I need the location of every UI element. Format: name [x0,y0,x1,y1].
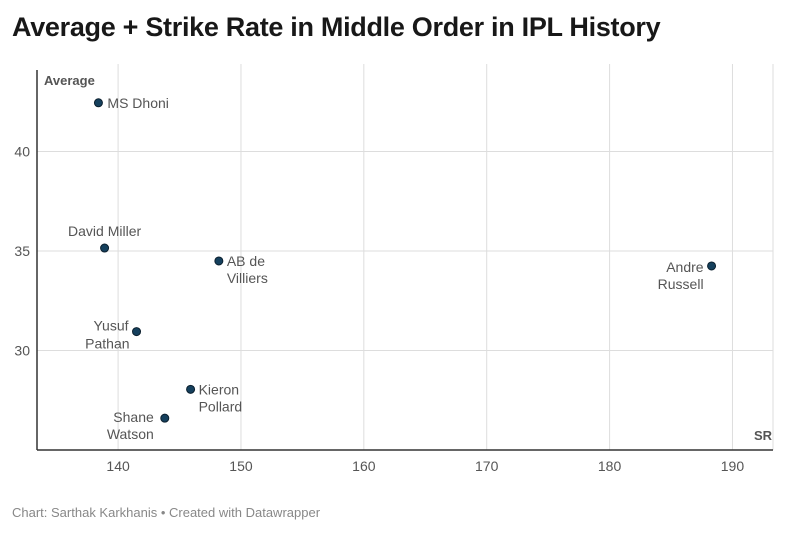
data-point [214,256,224,266]
data-label: Russell [658,276,704,292]
data-point [186,384,196,394]
data-label: Watson [107,426,154,442]
x-tick-label: 170 [475,458,499,474]
data-point [100,243,110,253]
x-tick-label: 190 [721,458,745,474]
data-label: MS Dhoni [107,95,168,111]
x-tick-label: 160 [352,458,376,474]
data-point [132,327,142,337]
y-tick-label: 40 [14,144,30,160]
chart-footer: Chart: Sarthak Karkhanis • Created with … [12,505,321,520]
data-label: Andre [666,259,704,275]
data-label: David Miller [68,223,141,239]
data-label: Kieron [199,381,239,397]
x-axis-label: SR [754,428,773,443]
x-tick-label: 140 [106,458,130,474]
x-tick-label: 180 [598,458,622,474]
y-axis-label: Average [44,73,95,88]
y-tick-label: 30 [14,343,30,359]
data-label: AB de [227,253,265,269]
data-label: Yusuf [93,318,128,334]
data-point [707,261,717,271]
x-tick-label: 150 [229,458,253,474]
data-label: Pollard [199,398,243,414]
data-label: Villiers [227,270,268,286]
data-point [93,98,103,108]
y-tick-label: 35 [14,243,30,259]
data-point [160,413,170,423]
chart-title: Average + Strike Rate in Middle Order in… [12,12,661,42]
data-label: Shane [113,409,154,425]
data-label: Pathan [85,336,129,352]
